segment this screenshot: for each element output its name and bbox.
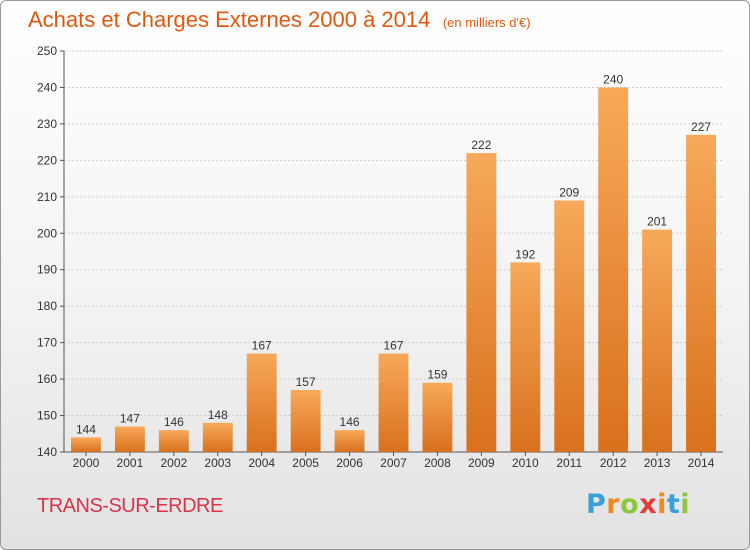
x-tick-label: 2005 [292, 456, 319, 470]
y-tick-label: 160 [37, 372, 57, 386]
chart-title: Achats et Charges Externes 2000 à 2014 (… [28, 7, 531, 33]
y-tick-label: 170 [37, 336, 57, 350]
y-tick-label: 230 [37, 117, 57, 131]
bar-value-label: 146 [340, 415, 360, 429]
x-tick-label: 2010 [512, 456, 539, 470]
bar-value-label: 167 [383, 339, 403, 353]
x-tick-label: 2006 [336, 456, 363, 470]
bar [510, 262, 541, 452]
logo-letter: x [639, 489, 658, 520]
bar-value-label: 157 [296, 375, 316, 389]
labels: 140 150 160 170 180 190 200 210 220 230 240 250 2000… [37, 44, 715, 470]
title-text: Achats et Charges Externes 2000 à 2014 [28, 7, 431, 32]
bar-value-label: 227 [691, 120, 711, 134]
bar [71, 437, 101, 452]
bar-value-label: 147 [120, 411, 140, 425]
bars [71, 87, 716, 453]
y-tick-label: 150 [37, 409, 57, 423]
y-tick-label: 180 [37, 299, 57, 313]
x-tick-label: 2003 [204, 456, 231, 470]
bar [642, 229, 673, 452]
logo-letter: i [657, 489, 667, 520]
bar-value-label: 192 [515, 247, 535, 261]
logo-letter: i [680, 489, 691, 520]
bar [466, 153, 497, 452]
logo-letter: o [620, 489, 640, 520]
x-tick-label: 2004 [248, 456, 275, 470]
x-tick-label: 2014 [688, 456, 715, 470]
proxiti-logo: Proxiti [586, 489, 690, 520]
bar [554, 200, 585, 452]
bar-value-label: 159 [427, 368, 447, 382]
bar-value-label: 148 [208, 408, 228, 422]
bar [290, 390, 321, 452]
x-tick-label: 2007 [380, 456, 407, 470]
bar [114, 426, 145, 452]
x-tick-label: 2002 [160, 456, 187, 470]
x-tick-label: 2001 [117, 456, 144, 470]
x-tick-label: 2011 [556, 456, 582, 470]
bar-value-label: 209 [559, 185, 579, 199]
y-tick-label: 240 [37, 80, 57, 94]
x-tick-label: 2013 [644, 456, 671, 470]
bar-value-label: 222 [471, 138, 491, 152]
bar [686, 134, 716, 452]
bar [422, 382, 453, 452]
bar [246, 353, 277, 452]
y-tick-label: 220 [37, 153, 57, 167]
y-tick-label: 210 [37, 190, 57, 204]
bar [378, 353, 409, 452]
x-tick-label: 2009 [468, 456, 495, 470]
bar-value-label: 167 [252, 339, 272, 353]
y-tick-label: 140 [37, 445, 57, 459]
x-tick-label: 2008 [424, 456, 451, 470]
logo-letter: r [606, 489, 621, 520]
bar [334, 430, 365, 452]
bar-value-label: 201 [647, 215, 667, 229]
unit-note: (en milliers d'€) [442, 15, 531, 30]
bar-value-label: 146 [164, 415, 184, 429]
x-tick-label: 2012 [600, 456, 627, 470]
x-tick-label: 2000 [73, 456, 100, 470]
y-tick-label: 190 [37, 263, 57, 277]
bar-value-label: 144 [76, 422, 96, 436]
bar [598, 87, 629, 453]
y-tick-label: 200 [37, 226, 57, 240]
bar [202, 422, 233, 452]
bar-value-label: 240 [603, 72, 623, 86]
commune-name: TRANS-SUR-ERDRE [37, 495, 223, 517]
y-tick-label: 250 [37, 44, 57, 58]
logo-letter: P [586, 489, 607, 520]
logo-letter: t [666, 489, 681, 520]
bar [158, 430, 189, 452]
